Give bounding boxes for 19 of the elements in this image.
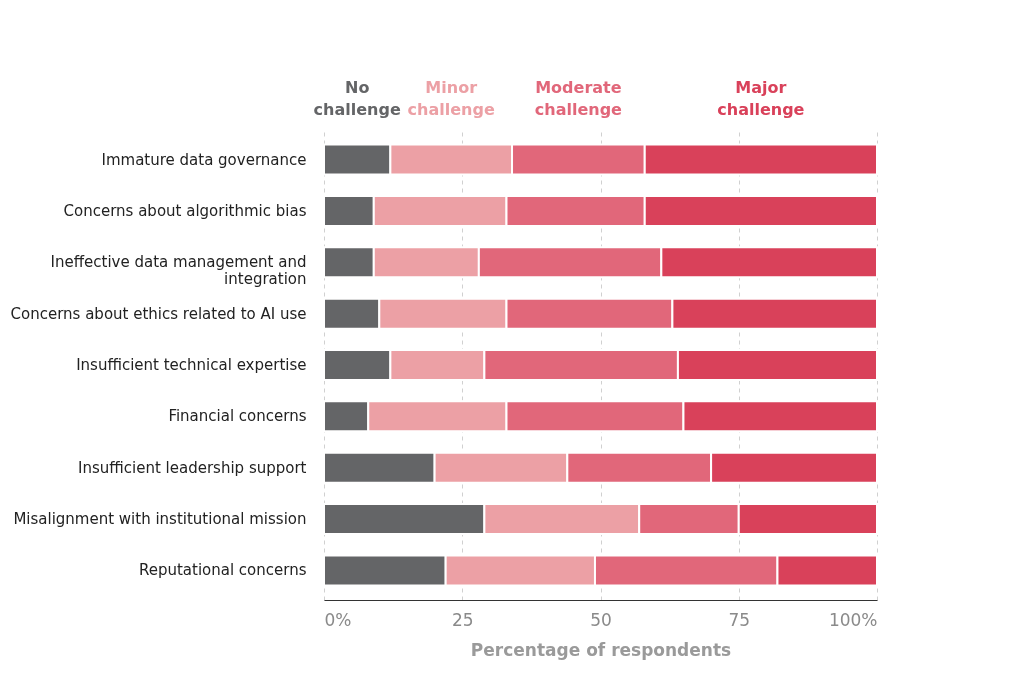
x-tick-label: 75 <box>728 609 751 630</box>
x-tick-label: 50 <box>590 609 612 630</box>
y-tick-label: Immature data governance <box>101 150 307 169</box>
x-tick-label: 0% <box>324 609 352 630</box>
series-label: Major challenge <box>717 78 805 119</box>
y-tick-label: Insufficient leadership support <box>78 458 307 477</box>
y-tick-label: Concerns about ethics related to AI use <box>10 304 307 323</box>
series-label: No challenge <box>313 78 401 119</box>
y-tick-label: Concerns about algorithmic bias <box>63 201 307 220</box>
x-axis-title: Percentage of respondents <box>470 639 732 660</box>
series-label: Minor challenge <box>407 78 495 119</box>
series-label: Moderate challenge <box>534 78 623 119</box>
y-tick-label: Reputational concerns <box>138 561 307 580</box>
y-tick-label: Misalignment with institutional mission <box>13 510 307 529</box>
y-tick-label: Insufficient technical expertise <box>76 356 307 374</box>
x-tick-label: 25 <box>451 609 474 630</box>
x-tick-label: 100% <box>828 609 878 630</box>
y-tick-label: Financial concerns <box>168 407 307 426</box>
y-tick-label: Ineffective data management and integration <box>50 253 307 289</box>
